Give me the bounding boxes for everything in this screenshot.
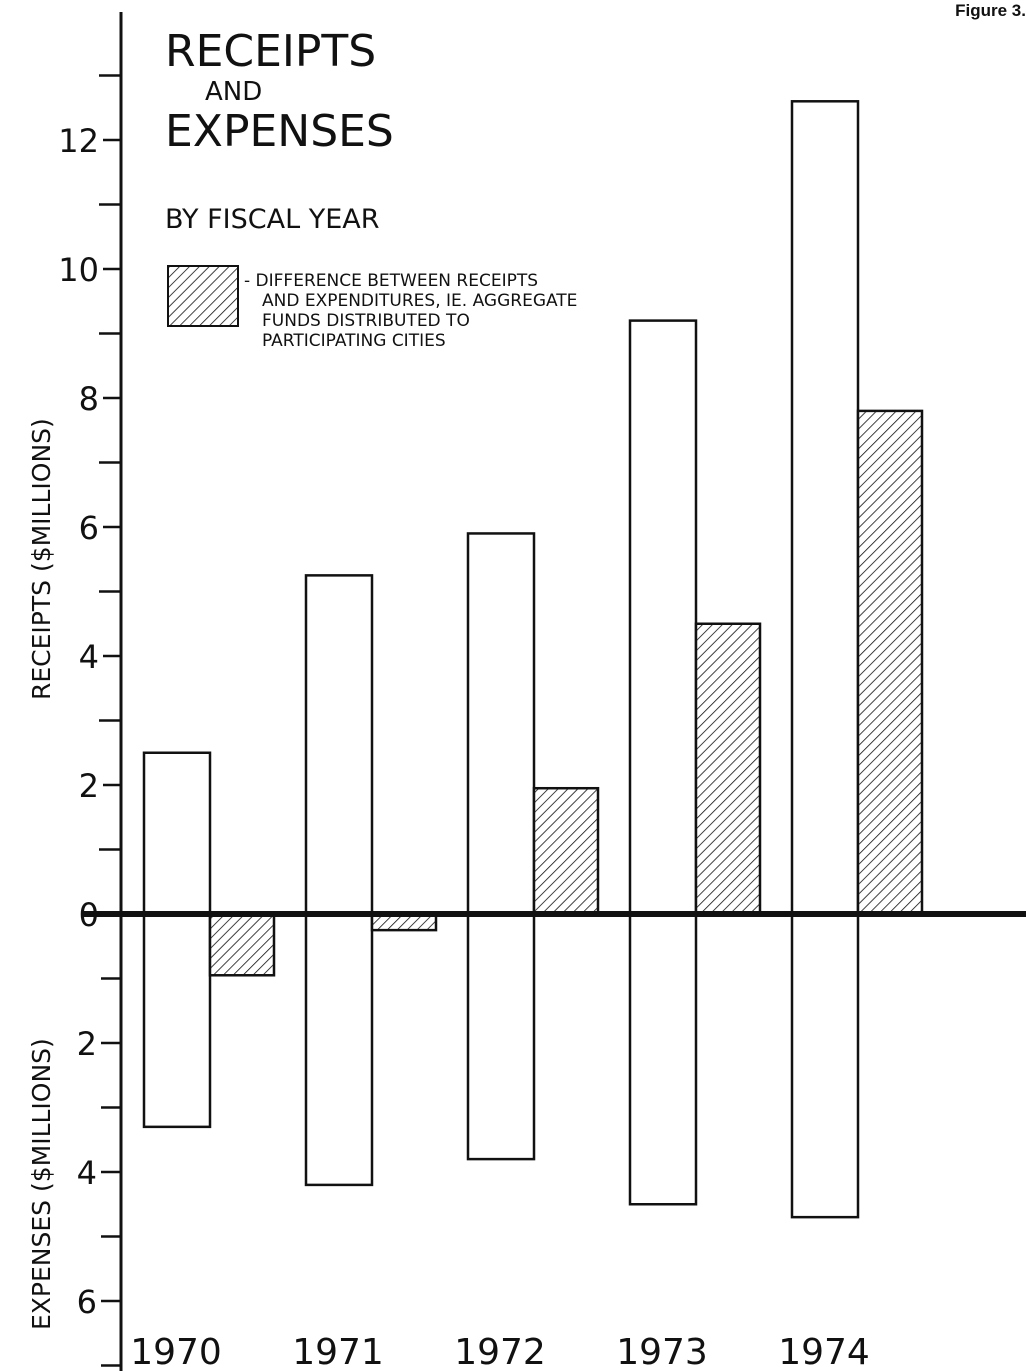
y-tick-label: 12: [58, 122, 99, 160]
difference-bar-1974: [856, 409, 924, 916]
y-axis-label-expenses: EXPENSES ($MILLIONS): [27, 1038, 56, 1330]
y-axis-ticks: 121086420246: [58, 74, 121, 1367]
title-line-1: RECEIPTS: [165, 26, 376, 77]
y-tick-label: 2: [79, 767, 99, 805]
chart-subtitle: BY FISCAL YEAR: [165, 204, 379, 235]
chart-title: RECEIPTS AND EXPENSES: [165, 26, 394, 157]
receipts-expenses-bar-1973: [628, 319, 698, 1206]
x-tick-label-1973: 1973: [616, 1332, 708, 1371]
difference-bar-1972: [532, 786, 600, 916]
legend-line-1: - DIFFERENCE BETWEEN RECEIPTS: [244, 271, 538, 291]
bars: [142, 100, 924, 1219]
difference-bar-1973: [694, 622, 762, 916]
receipts-expenses-bar-1972: [466, 532, 536, 1161]
y-tick-label: 8: [79, 380, 99, 418]
figure-label: Figure 3.: [955, 1, 1026, 20]
x-tick-label-1972: 1972: [454, 1332, 546, 1371]
receipts-expenses-bar-1971: [304, 574, 374, 1187]
y-axis-label-receipts: RECEIPTS ($MILLIONS): [27, 418, 56, 700]
receipts-expenses-bar-1974: [790, 100, 860, 1219]
title-line-3: EXPENSES: [165, 106, 394, 157]
x-tick-label-1970: 1970: [130, 1332, 222, 1371]
x-tick-label-1974: 1974: [778, 1332, 870, 1371]
difference-bar-1970: [208, 912, 276, 977]
legend-line-3: FUNDS DISTRIBUTED TO: [262, 311, 470, 331]
legend-line-2: AND EXPENDITURES, IE. AGGREGATE: [262, 291, 577, 311]
legend: - DIFFERENCE BETWEEN RECEIPTS AND EXPEND…: [167, 265, 577, 351]
x-axis-tick-labels: 1970 1971 1972 1973 1974: [130, 1332, 870, 1371]
legend-swatch: [167, 265, 239, 327]
receipts-expenses-bar-1970: [142, 751, 212, 1129]
y-tick-label: 4: [79, 638, 99, 676]
y-tick-label: 6: [79, 509, 99, 547]
y-tick-label: 10: [58, 251, 99, 289]
title-line-2: AND: [205, 77, 262, 107]
legend-line-4: PARTICIPATING CITIES: [262, 331, 446, 351]
y-tick-label: 2: [77, 1025, 97, 1063]
x-tick-label-1971: 1971: [292, 1332, 384, 1371]
y-tick-label: 6: [77, 1283, 97, 1321]
y-tick-label: 4: [77, 1154, 97, 1192]
